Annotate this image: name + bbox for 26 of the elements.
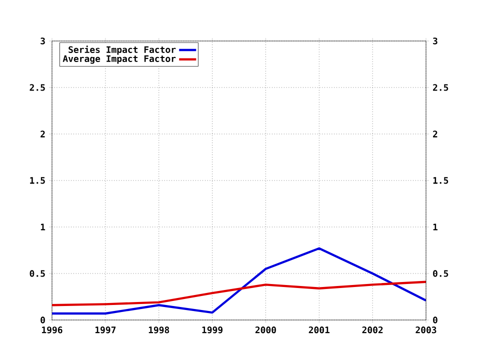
y2-tick-label: 1 bbox=[433, 224, 438, 230]
line-series bbox=[52, 247, 426, 315]
y-tick-label: 1 bbox=[40, 224, 46, 230]
y-tick-label: 2.5 bbox=[30, 84, 45, 91]
line-series bbox=[52, 280, 426, 306]
x-tick-label: 1996 bbox=[42, 326, 62, 334]
y2-tick-label: 2 bbox=[433, 130, 438, 138]
y2-tick-label: 0 bbox=[433, 316, 438, 324]
y-tick-label: 1.5 bbox=[30, 177, 45, 184]
legend-label: Average Impact Factor bbox=[62, 55, 176, 64]
x-tick-label: 2003 bbox=[416, 326, 436, 334]
y-tick-label: 3 bbox=[40, 38, 45, 44]
legend-label: Series Impact Factor bbox=[68, 46, 176, 55]
y-tick-label: 2 bbox=[40, 130, 45, 138]
y2-tick-label: 0.5 bbox=[433, 270, 448, 277]
y-tick-label: 0.5 bbox=[30, 270, 45, 277]
y2-tick-label: 1.5 bbox=[433, 177, 448, 184]
x-tick-label: 1998 bbox=[148, 326, 170, 334]
x-tick-label: 2002 bbox=[362, 326, 383, 334]
x-tick-label: 2001 bbox=[308, 326, 330, 334]
y-tick-label: 0 bbox=[40, 316, 45, 324]
x-tick-label: 1997 bbox=[95, 326, 116, 334]
x-tick-label: 1999 bbox=[202, 326, 223, 334]
y2-tick-label: 3 bbox=[433, 38, 438, 44]
y2-tick-label: 2.5 bbox=[433, 84, 448, 91]
x-tick-label: 2000 bbox=[255, 326, 276, 334]
